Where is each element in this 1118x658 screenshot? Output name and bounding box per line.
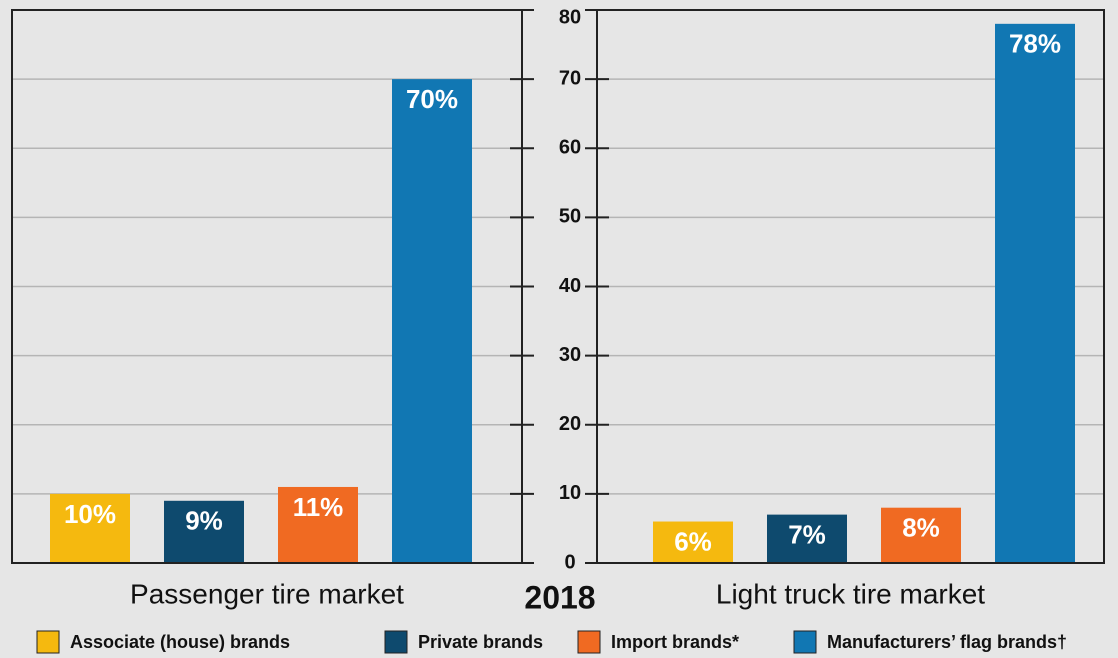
value-label: 6%	[674, 526, 712, 556]
value-label: 11%	[293, 492, 344, 522]
plot-frame	[596, 9, 1105, 564]
year-title: 2018	[524, 579, 595, 615]
bar	[392, 79, 472, 563]
bar	[50, 493, 130, 563]
value-label: 8%	[902, 513, 940, 543]
legend-label: Manufacturers’ flag brands†	[827, 632, 1067, 652]
legend-swatch	[577, 630, 601, 654]
value-label: 9%	[185, 506, 223, 536]
plot-frame	[11, 9, 523, 564]
y-tick-label: 10	[559, 482, 581, 504]
legend-label: Private brands	[418, 632, 543, 652]
legend-swatch	[384, 630, 408, 654]
y-tick-label: 40	[559, 275, 581, 297]
legend-swatch	[793, 630, 817, 654]
value-label: 78%	[1009, 29, 1061, 59]
y-tick-label: 20	[559, 413, 581, 435]
y-tick-label: 50	[559, 206, 581, 228]
y-tick-label: 30	[559, 344, 581, 366]
legend-label: Associate (house) brands	[70, 632, 290, 652]
bar	[881, 507, 961, 563]
value-label: 10%	[64, 499, 116, 529]
x-axis-label: Passenger tire market	[130, 578, 404, 609]
legend-label: Import brands*	[611, 632, 739, 652]
x-axis-label: Light truck tire market	[716, 578, 985, 609]
bar	[278, 486, 358, 563]
bar	[164, 500, 244, 563]
y-tick-label: 80	[559, 6, 581, 28]
value-label: 7%	[788, 519, 826, 549]
bar	[995, 23, 1075, 563]
bar	[767, 514, 847, 563]
bar	[653, 521, 733, 563]
y-tick-label: 60	[559, 137, 581, 159]
y-tick-label: 70	[559, 67, 581, 89]
value-label: 70%	[406, 84, 458, 114]
legend-swatch	[36, 630, 60, 654]
y-tick-label: 0	[564, 551, 575, 573]
